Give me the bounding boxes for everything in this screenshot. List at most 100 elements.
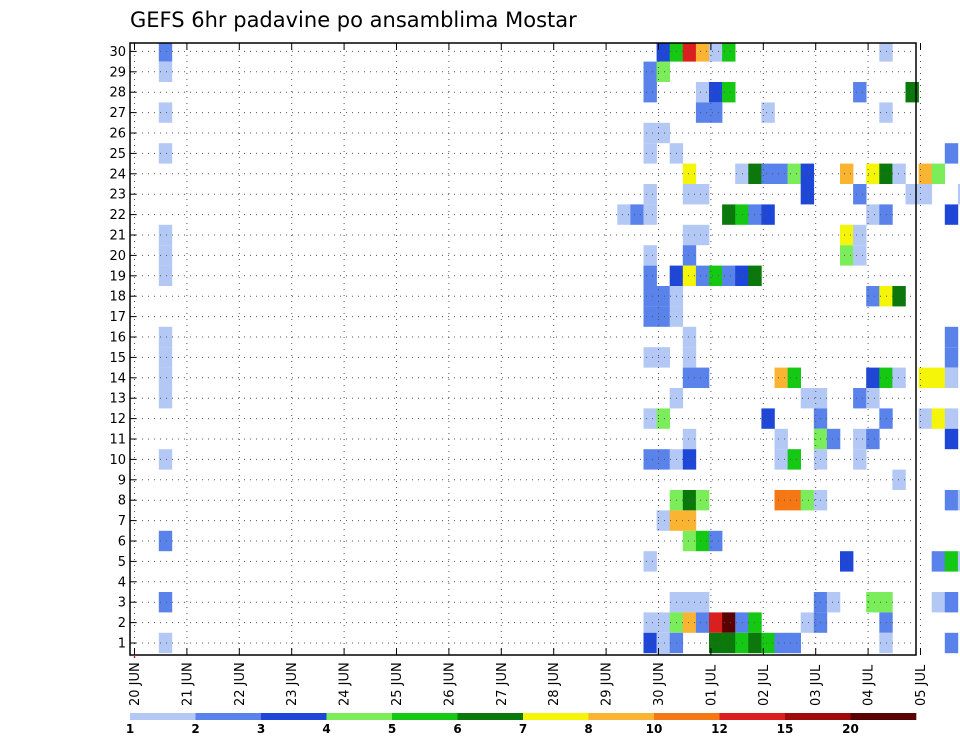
- heatmap-cell: [158, 530, 173, 552]
- x-tick-label: 22 JUN: [233, 662, 248, 706]
- heatmap-cell: [722, 265, 736, 286]
- heatmap-cell: [761, 102, 775, 123]
- heatmap-cell: [944, 408, 959, 429]
- heatmap-cell: [800, 388, 815, 409]
- heatmap-cell: [643, 245, 657, 266]
- y-tick-label: 2: [118, 616, 126, 631]
- y-tick-label: 17: [109, 310, 126, 325]
- heatmap-cell: [695, 184, 710, 205]
- heatmap-cell: [944, 204, 959, 225]
- heatmap-cell: [695, 82, 710, 103]
- heatmap-cell: [709, 265, 723, 286]
- legend-swatch: [326, 713, 393, 720]
- heatmap-cell: [158, 43, 173, 62]
- legend-swatch: [850, 713, 917, 720]
- heatmap-cell: [905, 82, 919, 103]
- heatmap-cell: [944, 632, 959, 654]
- heatmap-cell: [957, 551, 960, 572]
- heatmap-cell: [709, 43, 723, 62]
- x-tick-label: 25 JUN: [390, 662, 405, 706]
- heatmap-cell: [722, 204, 736, 225]
- heatmap-cell: [774, 490, 788, 511]
- heatmap-cells: [158, 43, 960, 655]
- heatmap-cell: [853, 184, 867, 205]
- heatmap-cell: [643, 143, 657, 164]
- x-tick-label: 29 JUN: [600, 662, 615, 706]
- heatmap-cell: [840, 551, 854, 572]
- heatmap-cell: [918, 367, 932, 388]
- heatmap-cell: [826, 428, 841, 450]
- heatmap-cell: [695, 490, 710, 511]
- heatmap-cell: [787, 367, 801, 388]
- heatmap-cell: [735, 265, 749, 286]
- heatmap-cell: [840, 163, 854, 184]
- heatmap-cell: [695, 612, 710, 633]
- heatmap-cell: [695, 367, 710, 388]
- heatmap-cell: [892, 469, 906, 490]
- color-legend: 1 2 3 4 5 6 7 8 10 12 15 20: [126, 713, 917, 736]
- heatmap-cell: [158, 388, 173, 409]
- heatmap-cell: [158, 326, 173, 348]
- heatmap-cell: [709, 82, 723, 103]
- y-tick-label: 8: [118, 494, 126, 509]
- heatmap-cell: [695, 43, 710, 62]
- legend-swatch: [588, 713, 655, 720]
- y-tick-label: 21: [109, 229, 126, 244]
- heatmap-cell: [656, 612, 670, 633]
- heatmap-cell: [617, 204, 631, 225]
- heatmap-cell: [735, 632, 749, 654]
- heatmap-cell: [800, 163, 815, 184]
- heatmap-cell: [682, 184, 697, 205]
- heatmap-cell: [735, 612, 749, 633]
- y-tick-label: 4: [118, 575, 126, 590]
- heatmap-cell: [722, 612, 736, 633]
- heatmap-cell: [695, 224, 710, 246]
- heatmap-cell: [957, 490, 960, 511]
- heatmap-cell: [866, 204, 880, 225]
- heatmap-cell: [735, 204, 749, 225]
- x-axis-ticks: 20 JUN 21 JUN 22 JUN 23 JUN 24 JUN 25 JUN 26 J…: [128, 43, 929, 706]
- x-tick-label: 23 JUN: [285, 662, 300, 706]
- heatmap-cell: [695, 265, 710, 286]
- heatmap-cell: [682, 530, 697, 552]
- heatmap-cell: [774, 632, 788, 654]
- heatmap-cell: [682, 265, 697, 286]
- heatmap-cell: [787, 632, 801, 654]
- heatmap-cell: [656, 122, 670, 144]
- plot-frame: [129, 42, 917, 656]
- legend-label: 1: [126, 722, 134, 736]
- heatmap-cell: [695, 592, 710, 613]
- heatmap-cell: [866, 367, 880, 388]
- legend-swatch: [392, 713, 458, 720]
- chart-gridlines: [130, 43, 921, 655]
- heatmap-cell: [853, 388, 867, 409]
- heatmap-cell: [840, 245, 854, 266]
- heatmap-cell: [656, 43, 670, 62]
- heatmap-cell: [682, 245, 697, 266]
- heatmap-cell: [682, 163, 697, 184]
- heatmap-cell: [643, 122, 657, 144]
- legend-label: 8: [584, 722, 592, 736]
- y-tick-label: 3: [118, 596, 126, 611]
- heatmap-cell: [866, 388, 880, 409]
- heatmap-cell: [158, 347, 173, 368]
- y-tick-label: 14: [109, 371, 126, 386]
- y-tick-label: 29: [109, 65, 126, 80]
- heatmap-cell: [866, 428, 880, 450]
- heatmap-cell: [853, 82, 867, 103]
- heatmap-cell: [643, 61, 657, 82]
- y-tick-label: 16: [109, 331, 126, 346]
- heatmap-cell: [656, 61, 670, 82]
- heatmap-cell: [774, 428, 788, 450]
- heatmap-cell: [158, 61, 173, 82]
- heatmap-cell: [787, 490, 801, 511]
- legend-label: 7: [519, 722, 527, 736]
- heatmap-cell: [774, 449, 788, 470]
- heatmap-cell: [709, 102, 723, 123]
- legend-label: 3: [257, 722, 265, 736]
- heatmap-cell: [800, 184, 815, 205]
- heatmap-cell: [761, 408, 775, 429]
- y-tick-label: 23: [109, 188, 126, 203]
- heatmap-cell: [682, 592, 697, 613]
- legend-label: 15: [777, 722, 794, 736]
